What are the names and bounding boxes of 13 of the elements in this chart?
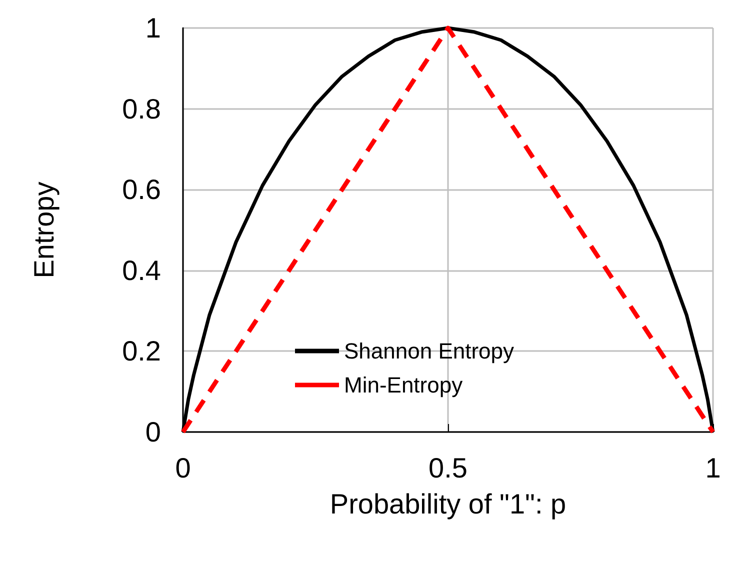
legend-label: Min-Entropy: [344, 372, 463, 398]
y-tick-label: 0: [145, 416, 161, 448]
x-tick-label: 0: [175, 452, 191, 484]
x-axis-title: Probability of "1": p: [330, 488, 566, 520]
x-tick-label: 1: [705, 452, 721, 484]
y-axis-title: Entropy: [28, 182, 60, 278]
y-tick-label: 0.6: [122, 174, 161, 206]
y-tick-label: 0.2: [122, 336, 161, 367]
y-tick-label: 0.4: [122, 254, 161, 286]
legend-label: Shannon Entropy: [344, 338, 514, 364]
y-tick-label: 0.8: [122, 93, 161, 124]
y-tick-label: 1: [145, 12, 161, 44]
x-tick-label: 0.5: [428, 452, 468, 484]
